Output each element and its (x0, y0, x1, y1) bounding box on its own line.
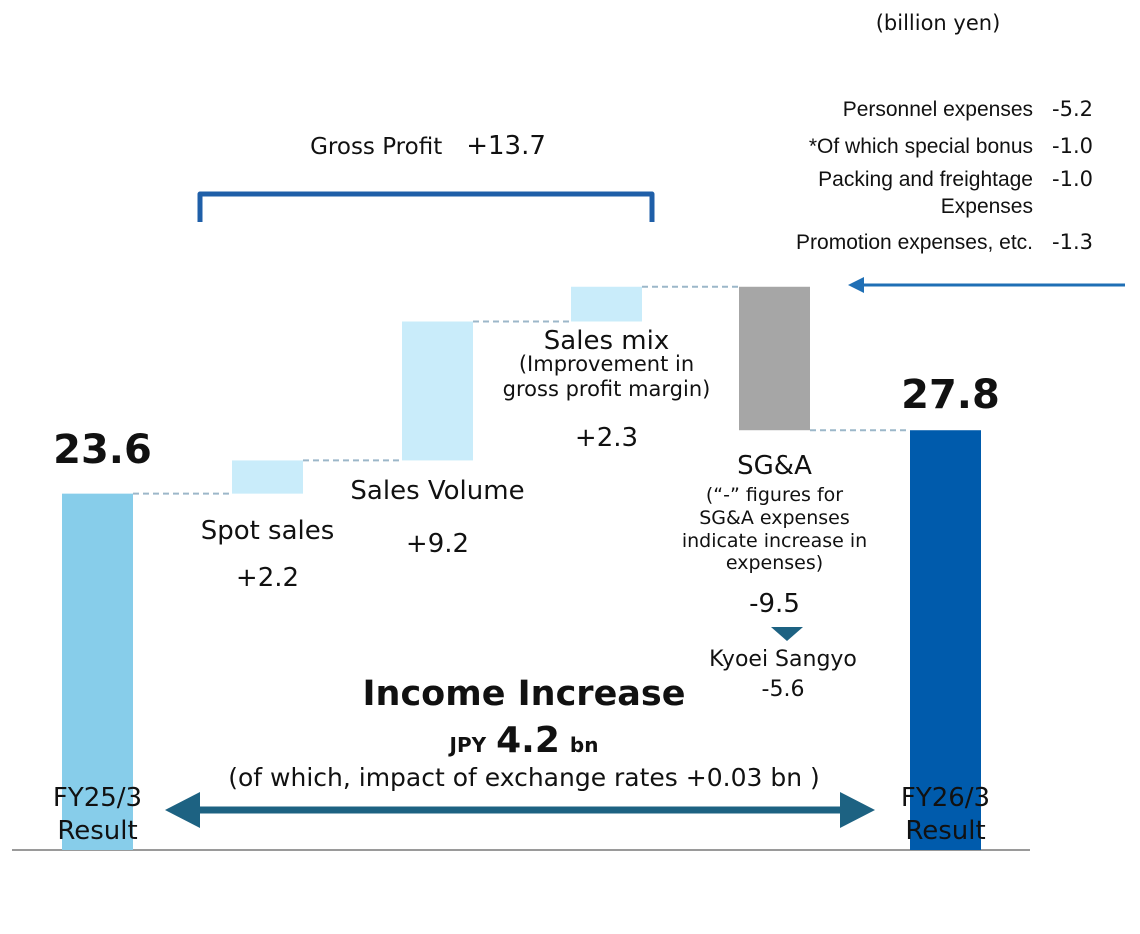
category-note: (Improvement in gross profit margin) (502, 352, 711, 402)
breakdown-label: Promotion expenses, etc. (796, 231, 1033, 254)
gross-profit-amount: +13.7 (466, 131, 546, 161)
breakdown-amount: -5.2 (1052, 97, 1093, 121)
category-label: FY25/3 Result (52, 783, 143, 846)
breakdown-label: Packing and freightage Expenses (818, 168, 1033, 219)
income-suffix: bn (569, 733, 599, 757)
breakdown-label: Personnel expenses (842, 98, 1033, 121)
value-label: -9.5 (749, 589, 800, 619)
bracket (197, 191, 655, 222)
bar (739, 286, 810, 431)
breakdown-amount: -1.3 (1052, 230, 1093, 254)
sub-label: Kyoei Sangyo (709, 647, 857, 672)
double-arrow-head (840, 792, 875, 828)
value-label: +2.3 (574, 423, 639, 453)
income-title: Income Increase (362, 674, 686, 714)
category-label: Sales mix (543, 326, 670, 356)
bar (571, 286, 642, 322)
value-label: 27.8 (901, 372, 1000, 418)
bar (402, 321, 473, 461)
breakdown-label: *Of which special bonus (808, 135, 1033, 158)
income-note: (of which, impact of exchange rates +0.0… (228, 763, 820, 792)
category-note: (“-” figures for SG&A expenses indicate … (681, 484, 868, 575)
bar (910, 430, 981, 850)
gross-profit: Gross Profit +13.7 (268, 130, 588, 163)
category-label: FY26/3 Result (900, 783, 991, 846)
value-label: +2.2 (235, 563, 300, 593)
breakdown-amount: -1.0 (1052, 134, 1093, 158)
down-triangle (771, 627, 803, 641)
category-label: Spot sales (200, 516, 335, 546)
double-arrow-head (165, 792, 200, 828)
bar (62, 493, 133, 850)
breakdown-amount: -1.0 (1052, 167, 1093, 191)
sub-amount: -5.6 (761, 677, 805, 702)
income-prefix: JPY (449, 733, 487, 757)
arrow-head (848, 277, 864, 293)
unit-label: (billion yen) (875, 11, 1001, 35)
gross-profit-label: Gross Profit (310, 134, 443, 160)
value-label: +9.2 (405, 529, 470, 559)
category-label: Sales Volume (350, 476, 525, 506)
bar (232, 460, 303, 494)
category-label: SG&A (737, 451, 812, 481)
income-amount: JPY 4.2 bn (374, 718, 674, 763)
value-label: 23.6 (53, 427, 152, 473)
income-amount: 4.2 (496, 720, 560, 761)
